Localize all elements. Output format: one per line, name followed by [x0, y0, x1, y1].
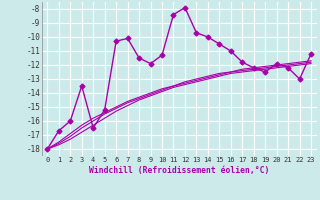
X-axis label: Windchill (Refroidissement éolien,°C): Windchill (Refroidissement éolien,°C) [89, 166, 269, 175]
